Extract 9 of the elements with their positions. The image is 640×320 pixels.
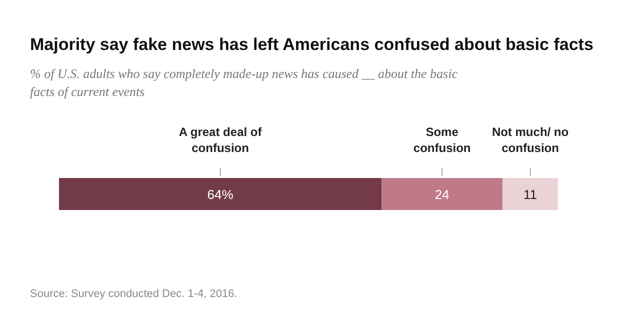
chart-subtitle: % of U.S. adults who say completely made-up news has caused __ about the basic facts of current events [30,66,458,99]
data-label: 24 [434,187,450,202]
data-label: 64% [207,187,234,202]
data-label: 11 [524,187,538,202]
text: Not much/ no confusion [492,125,569,155]
chart-title: Majority say fake news has left Americans confused about basic facts [30,35,594,54]
series-label: Some confusion [413,125,471,155]
series-label: A great deal of confusion [178,125,263,155]
source-note: Source: Survey conducted Dec. 1-4, 2016. [30,288,238,300]
